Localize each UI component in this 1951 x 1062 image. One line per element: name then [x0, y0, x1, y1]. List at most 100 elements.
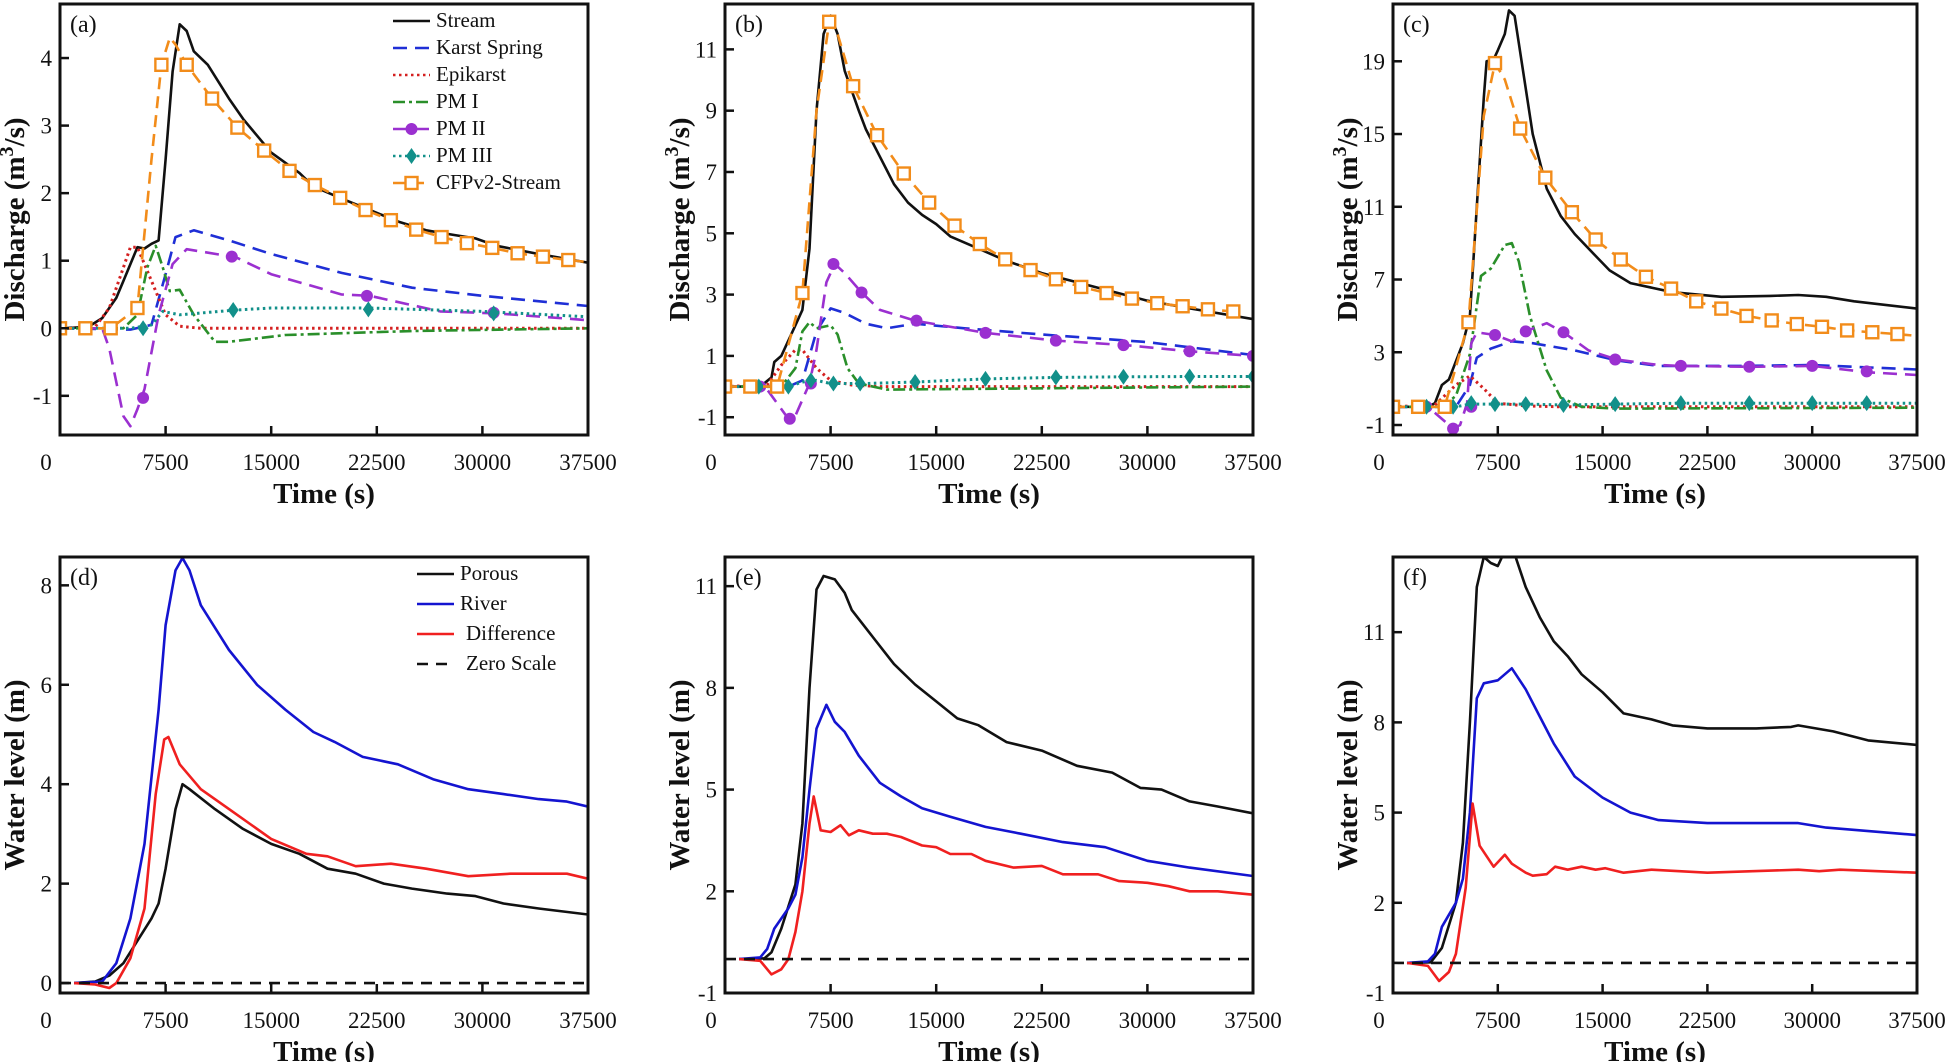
y-tick-label: 11 [1363, 195, 1385, 220]
data-point-cfpv2-stream [179, 57, 194, 72]
x-tick-label: 22500 [1679, 1008, 1737, 1033]
data-point-pm-ii [783, 412, 796, 425]
data-point-pm-ii [979, 326, 992, 339]
data-point-pm-iii [1861, 395, 1873, 412]
y-axis-label-part: Water level (m) [664, 679, 696, 870]
y-tick-label: 2 [1374, 891, 1386, 916]
y-tick-label: 3 [41, 114, 53, 139]
panel-d: 0 7500 15000 22500 30000 37500 0 2 4 6 8 Time (s) Wa… [0, 555, 617, 1062]
legend-marker [404, 175, 419, 191]
x-tick-label: 0 [705, 1008, 717, 1033]
series-line-pm-ii [1393, 321, 1917, 430]
axes-frame [58, 555, 590, 995]
series-line-epikarst [60, 245, 588, 330]
x-tick-label: 22500 [1013, 1008, 1071, 1033]
data-point-cfpv2-stream [1437, 399, 1452, 415]
series-line-river [1406, 667, 1917, 965]
series-group [1393, 557, 1917, 983]
data-point-cfpv2-stream [896, 166, 912, 181]
data-point-cfpv2-stream [1099, 285, 1114, 301]
legend-item-pm-i: PM I [393, 89, 479, 113]
y-tick-label: 15 [1362, 122, 1385, 147]
data-point-pm-iii [1806, 395, 1818, 412]
data-point-cfpv2-stream [230, 120, 245, 135]
x-tick-label: 30000 [454, 1008, 512, 1033]
series-line-river [738, 703, 1253, 961]
data-point-pm-ii [910, 314, 923, 327]
legend-item-river: River [417, 591, 507, 615]
data-point-cfpv2-stream [332, 190, 348, 206]
data-point-pm-ii [1049, 334, 1062, 347]
panel-label: (e) [735, 565, 762, 591]
data-point-cfpv2-stream [1393, 399, 1401, 415]
x-tick-label: 15000 [1574, 1008, 1632, 1033]
y-tick-label: 1 [706, 344, 718, 369]
y-tick-label: 11 [695, 37, 717, 62]
data-point-cfpv2-stream [510, 246, 525, 261]
data-point-cfpv2-stream [997, 252, 1013, 267]
y-tick-label: 4 [41, 46, 53, 71]
series-line-difference [738, 795, 1253, 976]
legend-label: Porous [460, 561, 518, 585]
data-point-cfpv2-stream [434, 229, 449, 245]
x-tick-label: 0 [1373, 1008, 1385, 1033]
y-tick-label: 5 [706, 778, 718, 803]
series-group [725, 574, 1253, 976]
series-group [725, 14, 1253, 425]
x-tick-label: 15000 [242, 1008, 300, 1033]
series-line-pm-ii [60, 247, 588, 428]
y-axis-label: Water level (m) [664, 679, 696, 870]
series-line-river [74, 557, 588, 985]
x-tick-label: 0 [1373, 450, 1385, 475]
x-tick-label: 22500 [348, 1008, 406, 1033]
panel-label: (c) [1403, 12, 1430, 38]
legend-item-epikarst: Epikarst [393, 62, 506, 86]
y-axis-label-part: Water level (m) [0, 679, 31, 870]
y-tick-label: 9 [706, 99, 718, 124]
legend-label: Epikarst [436, 62, 506, 86]
y-tick-label: 5 [706, 221, 718, 246]
series-line-pm-i [725, 320, 1253, 391]
data-point-cfpv2-stream [1074, 279, 1089, 295]
series-line-pm-ii [725, 262, 1253, 421]
data-point-cfpv2-stream [1410, 399, 1426, 415]
data-point-cfpv2-stream [1023, 262, 1038, 278]
data-point-cfpv2-stream [1564, 205, 1580, 220]
data-point-pm-iii [1117, 368, 1129, 385]
x-axis-label: Time (s) [938, 1036, 1040, 1062]
x-tick-label: 37500 [559, 450, 617, 475]
data-point-pm-ii [1489, 328, 1502, 341]
legend-item-stream: Stream [393, 8, 495, 32]
data-point-cfpv2-stream [1613, 252, 1628, 267]
series-line-cfpv2-stream [1393, 61, 1917, 409]
data-point-cfpv2-stream [1487, 55, 1503, 71]
y-tick-label: 2 [41, 872, 53, 897]
data-point-pm-ii [1609, 353, 1622, 366]
y-tick-label: 7 [706, 160, 718, 185]
x-tick-label: 15000 [1574, 450, 1632, 475]
legend-marker [405, 123, 418, 135]
y-tick-label: 0 [41, 971, 53, 996]
panel-e: 0 7500 15000 22500 30000 37500 -1 2 5 8 11 Time (s)… [664, 555, 1282, 1062]
data-point-pm-iii [854, 375, 866, 392]
y-axis-label-part: Discharge (m [1332, 156, 1364, 321]
y-tick-label: 5 [1374, 801, 1386, 826]
data-point-cfpv2-stream [947, 218, 962, 233]
data-point-pm-iii [1489, 396, 1501, 413]
y-axis-label-superscript: 3 [661, 146, 683, 156]
data-point-cfpv2-stream [1226, 304, 1241, 319]
data-point-cfpv2-stream [1461, 315, 1476, 330]
data-point-cfpv2-stream [1814, 319, 1830, 334]
y-tick-label: -1 [1366, 981, 1385, 1006]
data-point-cfpv2-stream [535, 249, 551, 264]
x-tick-label: 15000 [242, 450, 300, 475]
x-tick-label: 37500 [1888, 1008, 1946, 1033]
data-point-cfpv2-stream [1789, 316, 1805, 332]
series-group [60, 23, 588, 428]
axes-frame [723, 2, 1255, 437]
data-point-pm-ii [827, 257, 840, 270]
x-tick-label: 30000 [1119, 450, 1177, 475]
x-tick-label: 7500 [1475, 450, 1521, 475]
x-tick-label: 7500 [808, 1008, 854, 1033]
